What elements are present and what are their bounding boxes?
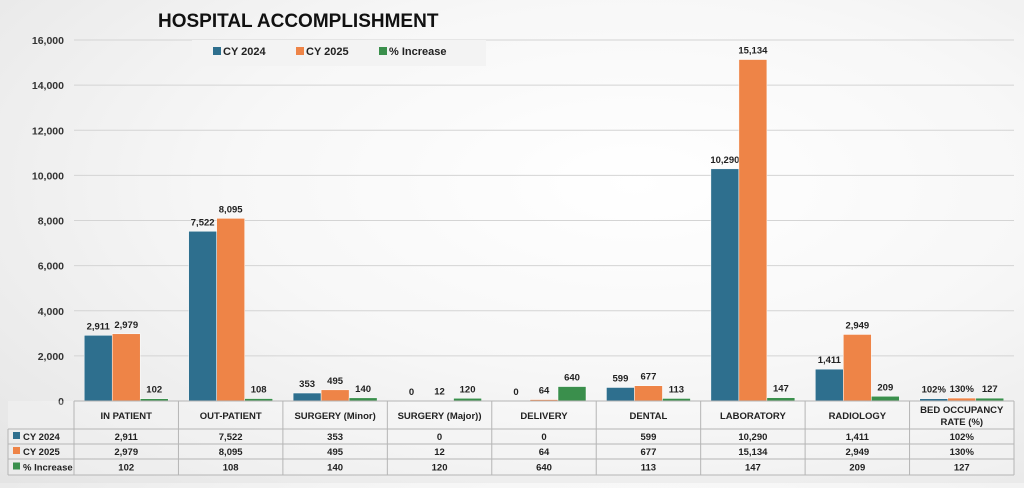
bar (558, 387, 586, 401)
data-label: 0 (409, 387, 414, 398)
y-tick-label: 10,000 (32, 170, 64, 182)
legend-label: CY 2024 (223, 46, 266, 58)
data-label: 120 (460, 384, 476, 395)
x-tick-label: SURGERY (Minor) (294, 411, 375, 422)
data-label: 353 (299, 379, 315, 390)
y-tick-label: 14,000 (32, 80, 64, 92)
data-label: 113 (669, 384, 684, 395)
bar (84, 335, 112, 401)
table-row-label: CY 2025 (23, 447, 61, 458)
table-cell: 127 (954, 463, 970, 474)
data-label: 2,979 (114, 320, 138, 331)
y-tick-label: 8,000 (38, 216, 64, 228)
data-label: 127 (982, 384, 998, 395)
table-cell: 64 (539, 447, 550, 458)
table-cell: 130% (950, 447, 975, 458)
table-cell: 353 (327, 432, 343, 443)
x-tick-label: RADIOLOGY (829, 411, 887, 422)
table-cell: 640 (536, 463, 552, 474)
table-cell: 1,411 (846, 432, 870, 443)
legend-swatch (296, 47, 304, 55)
table-cell: 2,979 (114, 447, 138, 458)
y-tick-label: 2,000 (38, 351, 64, 363)
chart-title: HOSPITAL ACCOMPLISHMENT (158, 11, 439, 32)
data-label: 599 (613, 373, 629, 384)
data-label: 102 (146, 385, 162, 396)
table-cell: 108 (223, 463, 239, 474)
table-cell: 10,290 (738, 432, 767, 443)
bar (112, 334, 140, 401)
y-tick-label: 12,000 (32, 125, 64, 137)
data-label: 130% (950, 384, 975, 395)
data-label: 2,949 (845, 320, 869, 331)
x-tick-label: LABORATORY (720, 411, 786, 422)
x-tick-label: DENTAL (630, 411, 668, 422)
table-cell: 12 (434, 447, 445, 458)
x-tick-label: SURGERY (Major)) (398, 411, 482, 422)
table-cell: 15,134 (738, 447, 768, 458)
x-tick-label: DELIVERY (520, 411, 568, 422)
table-cell: 677 (641, 447, 657, 458)
table-cell: 2,911 (115, 432, 139, 443)
table-cell: 147 (745, 463, 761, 474)
table-cell: 140 (327, 463, 343, 474)
legend-swatch (379, 47, 387, 55)
x-tick-label: OUT-PATIENT (200, 411, 262, 422)
table-cell: 599 (641, 432, 657, 443)
table-cell: 8,095 (219, 447, 243, 458)
table-cell: 102% (950, 432, 975, 443)
data-label: 677 (641, 372, 657, 383)
data-label: 147 (773, 384, 789, 395)
bar (634, 386, 662, 401)
data-label: 12 (434, 387, 445, 398)
bar (606, 387, 634, 401)
legend-swatch (213, 47, 221, 55)
bar (217, 218, 245, 401)
data-label: 64 (539, 386, 550, 397)
data-label: 640 (564, 373, 580, 384)
bar (321, 390, 349, 401)
table-cell: 120 (432, 463, 448, 474)
table-cell: 2,949 (845, 447, 869, 458)
table-legend-swatch (13, 447, 20, 454)
y-tick-label: 6,000 (38, 261, 64, 273)
bar (711, 169, 739, 401)
legend-label: CY 2025 (306, 46, 349, 58)
bar (739, 60, 767, 401)
table-cell: 102 (118, 463, 134, 474)
data-label: 1,411 (818, 355, 842, 366)
data-label: 495 (327, 376, 344, 387)
data-label: 8,095 (219, 204, 243, 215)
table-row-label: % Increase (23, 463, 73, 474)
table-cell: 209 (849, 463, 865, 474)
data-label: 102% (922, 385, 947, 396)
table-cell: 495 (327, 447, 344, 458)
bar (293, 393, 321, 401)
bar (843, 334, 871, 401)
table-cell: 0 (437, 432, 442, 443)
data-label: 15,134 (738, 46, 768, 57)
y-tick-label: 16,000 (32, 35, 64, 47)
table-cell: 113 (641, 463, 656, 474)
y-tick-label: 4,000 (38, 306, 64, 318)
table-row-label: CY 2024 (23, 432, 61, 443)
data-label: 108 (251, 385, 267, 396)
bar (871, 396, 899, 401)
x-tick-label: IN PATIENT (101, 411, 153, 422)
bar (815, 369, 843, 401)
data-label: 209 (877, 382, 893, 393)
data-label: 10,290 (710, 155, 739, 166)
table-cell: 0 (541, 432, 546, 443)
table-legend-swatch (13, 432, 20, 439)
table-legend-swatch (13, 463, 20, 470)
data-label: 0 (513, 387, 518, 398)
data-label: 140 (355, 384, 371, 395)
table-cell: 7,522 (219, 432, 243, 443)
data-label: 7,522 (191, 217, 215, 228)
bar (189, 231, 217, 401)
legend-label: % Increase (389, 46, 446, 58)
data-label: 2,911 (87, 321, 111, 332)
